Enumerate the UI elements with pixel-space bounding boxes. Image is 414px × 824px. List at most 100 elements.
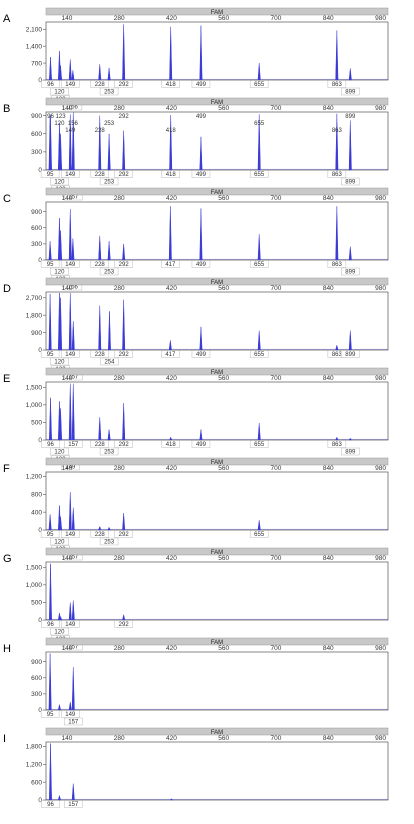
size-label: 96 [47, 442, 54, 448]
size-label-box [61, 350, 80, 358]
peak [122, 243, 126, 261]
size-label: 96 [47, 802, 54, 808]
x-tick-label: 420 [166, 555, 177, 562]
size-label-box [40, 170, 60, 178]
peak [68, 602, 72, 621]
size-label-box [41, 800, 60, 808]
x-tick-label: 280 [114, 645, 125, 652]
size-label-box [40, 710, 60, 718]
plot-frame [45, 561, 389, 621]
y-tick-label: 0 [38, 257, 42, 264]
y-tick-label: 900 [31, 113, 42, 120]
size-label: 149 [65, 172, 76, 178]
peak [68, 208, 72, 261]
size-label: 417 [165, 352, 176, 358]
panel-letter: C [3, 193, 11, 205]
size-label-box [249, 350, 269, 358]
size-label-box [90, 530, 110, 538]
peak [49, 397, 52, 441]
y-tick-label: 600 [31, 131, 42, 138]
x-tick-label: 280 [114, 195, 125, 202]
channel-label: FAM [211, 100, 223, 106]
size-label: 149 [65, 82, 76, 88]
size-label-box [61, 710, 80, 718]
x-tick-label: 700 [271, 195, 282, 202]
peak [71, 238, 75, 261]
peak [199, 429, 203, 441]
peak [71, 112, 75, 171]
peak [122, 513, 126, 531]
peak [59, 408, 63, 441]
size-label-box [61, 170, 80, 178]
channel-header-bar [45, 637, 389, 646]
size-label: 899 [345, 90, 356, 96]
panel-letter: D [3, 283, 11, 295]
peak [257, 330, 261, 351]
peak [98, 525, 102, 531]
y-tick-label: 1,000 [26, 402, 43, 409]
size-label: 149 [65, 622, 76, 628]
size-label: 417 [165, 262, 176, 268]
x-tick-label: 560 [218, 645, 229, 652]
y-tick-label: 600 [31, 779, 42, 786]
size-label: 899 [345, 180, 356, 186]
x-tick-label: 140 [61, 195, 72, 202]
size-label: 292 [119, 352, 130, 358]
peak [48, 653, 52, 711]
peak [335, 30, 339, 81]
peak [68, 383, 72, 441]
size-label: 95 [47, 532, 54, 538]
y-tick-label: 2,100 [26, 26, 43, 33]
size-label-box [64, 717, 83, 726]
peak [335, 345, 339, 351]
size-label-box [341, 447, 360, 456]
x-tick-label: 420 [166, 735, 177, 742]
size-label: 96 [47, 622, 54, 628]
peak [169, 26, 173, 81]
peak-inplot-label: 655 [254, 121, 265, 127]
x-tick-label: 560 [218, 735, 229, 742]
y-tick-label: 900 [31, 659, 42, 666]
peak [71, 70, 75, 81]
size-label: 655 [254, 82, 265, 88]
size-label-box [40, 530, 60, 538]
peak [107, 429, 111, 441]
plot-frame [45, 201, 389, 261]
x-tick-label: 840 [323, 465, 334, 472]
size-label: 254 [104, 360, 115, 366]
size-label: 149 [65, 532, 76, 538]
x-tick-label: 980 [375, 375, 386, 382]
x-tick-label: 560 [218, 465, 229, 472]
size-label: 156 [68, 285, 79, 291]
size-label: 157 [68, 555, 79, 561]
peak [199, 208, 203, 261]
size-label: 899 [345, 270, 356, 276]
peak-inplot-label: 499 [196, 114, 207, 120]
x-tick-label: 140 [61, 105, 72, 112]
peak [57, 704, 61, 711]
x-tick-label: 280 [114, 375, 125, 382]
x-tick-label: 420 [166, 645, 177, 652]
y-tick-label: 800 [31, 492, 42, 499]
x-tick-label: 140 [61, 15, 72, 22]
size-label-box [50, 447, 69, 456]
panel-letter: A [3, 13, 11, 25]
y-tick-label: 300 [31, 691, 42, 698]
size-label-box [249, 80, 269, 88]
size-label-box [99, 87, 119, 96]
channel-header-bar [45, 7, 389, 16]
size-label: 655 [254, 262, 265, 268]
size-label: 292 [119, 622, 130, 628]
size-label-box [64, 440, 83, 448]
x-tick-label: 840 [323, 195, 334, 202]
size-label: 149 [65, 352, 76, 358]
x-tick-label: 700 [271, 645, 282, 652]
size-label-box [90, 350, 110, 358]
size-label: 156 [68, 105, 79, 111]
peak-inplot-label: 123 [56, 114, 67, 120]
y-tick-label: 1,200 [26, 762, 43, 769]
y-tick-label: 2,700 [26, 295, 43, 302]
size-label-box [90, 440, 110, 448]
